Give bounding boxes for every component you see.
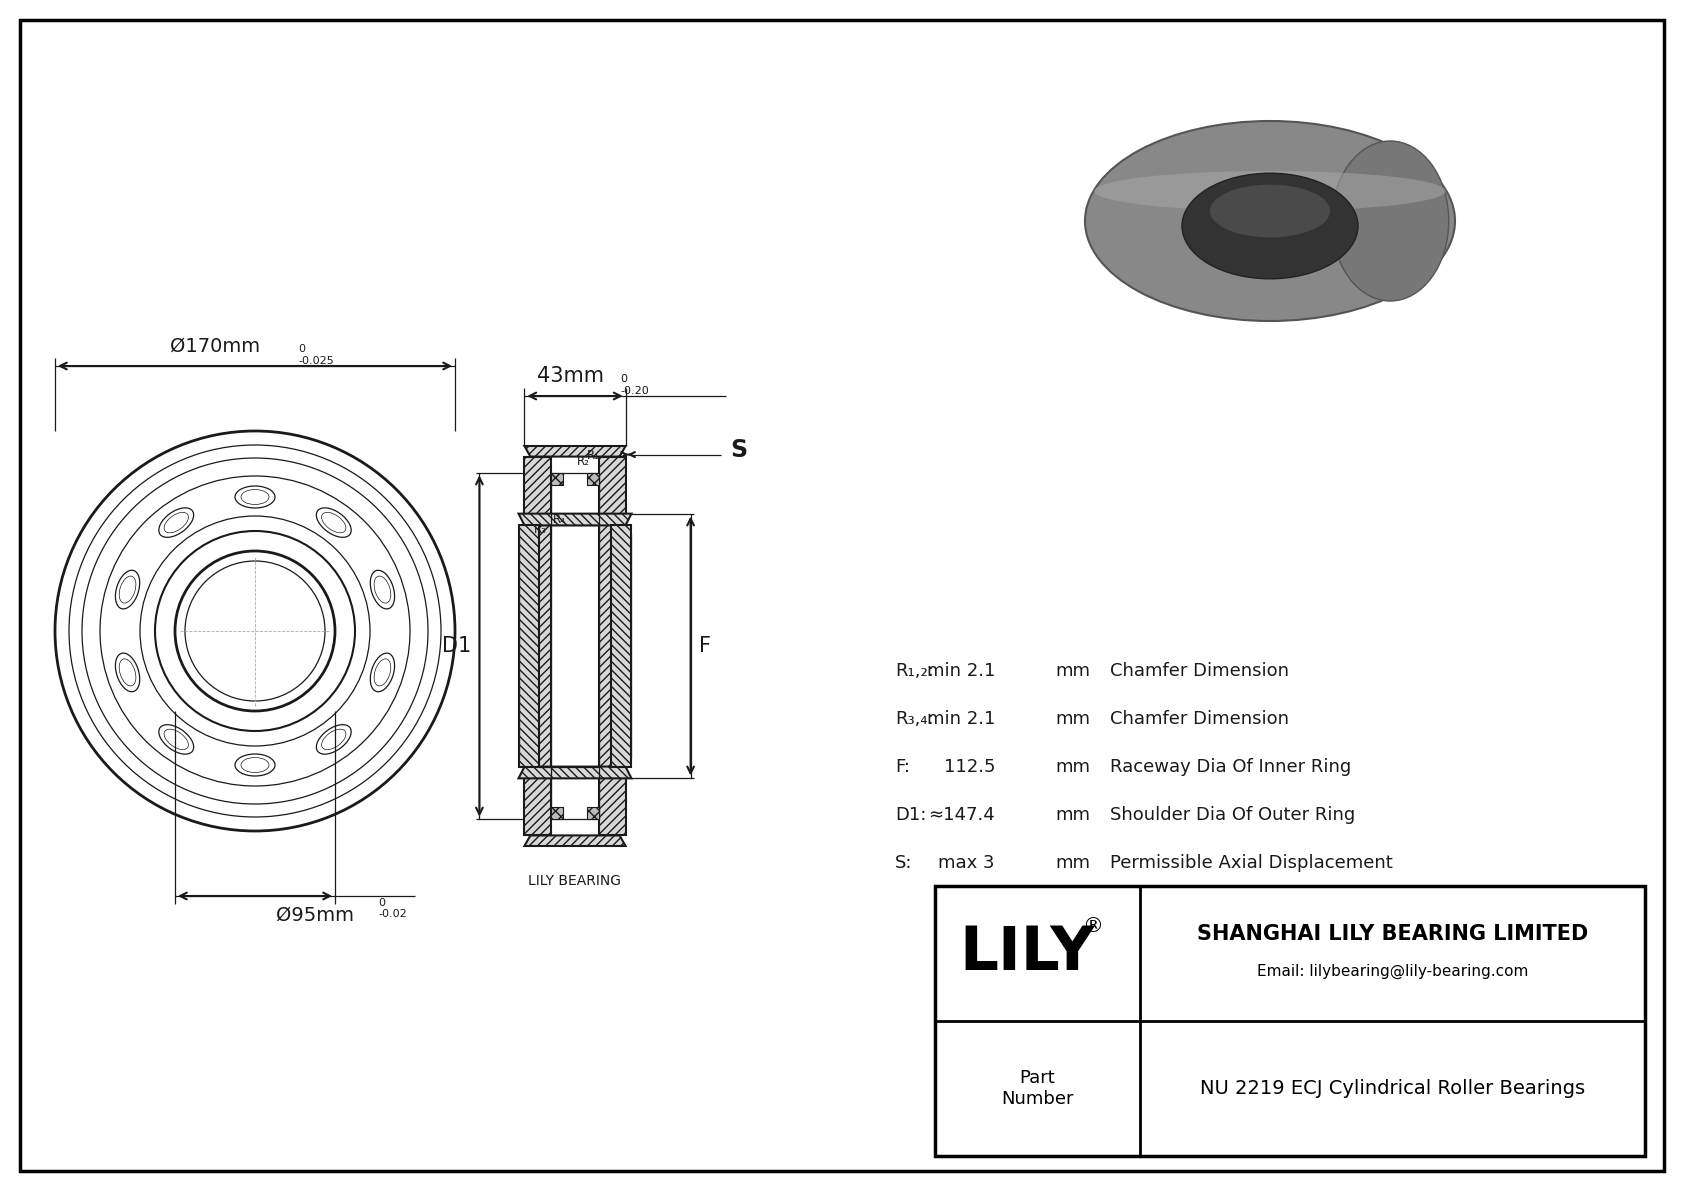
Text: min 2.1: min 2.1 [926, 710, 995, 728]
Polygon shape [524, 445, 625, 456]
Text: S:: S: [894, 854, 913, 872]
Ellipse shape [1095, 126, 1445, 316]
Text: mm: mm [1054, 662, 1090, 680]
Text: Shoulder Dia Of Outer Ring: Shoulder Dia Of Outer Ring [1110, 806, 1356, 824]
Text: NU 2219 ECJ Cylindrical Roller Bearings: NU 2219 ECJ Cylindrical Roller Bearings [1201, 1079, 1585, 1098]
Polygon shape [519, 513, 632, 525]
Ellipse shape [1211, 185, 1330, 237]
Polygon shape [524, 835, 625, 846]
Ellipse shape [1090, 124, 1450, 318]
Bar [935, 886, 1645, 1156]
Text: R₁,₂:: R₁,₂: [894, 662, 935, 680]
Ellipse shape [1332, 141, 1448, 301]
Text: Chamfer Dimension: Chamfer Dimension [1110, 710, 1288, 728]
Text: Raceway Dia Of Inner Ring: Raceway Dia Of Inner Ring [1110, 757, 1351, 777]
Text: LILY BEARING: LILY BEARING [529, 874, 621, 888]
Ellipse shape [1101, 129, 1440, 313]
Text: 0: 0 [298, 344, 305, 354]
Ellipse shape [1093, 125, 1447, 317]
Text: SHANGHAI LILY BEARING LIMITED: SHANGHAI LILY BEARING LIMITED [1197, 923, 1588, 943]
Text: mm: mm [1054, 854, 1090, 872]
Polygon shape [524, 456, 551, 835]
Polygon shape [519, 525, 539, 767]
Text: F: F [699, 636, 711, 656]
Ellipse shape [1086, 121, 1453, 320]
Text: ≈147.4: ≈147.4 [928, 806, 995, 824]
Bar [551, 473, 562, 485]
Ellipse shape [1100, 129, 1442, 314]
Text: mm: mm [1054, 757, 1090, 777]
Ellipse shape [1095, 172, 1447, 211]
Text: D1: D1 [443, 636, 472, 656]
Ellipse shape [1086, 121, 1455, 320]
Text: R₁: R₁ [588, 449, 600, 462]
Ellipse shape [1093, 125, 1447, 317]
Text: R₃: R₃ [534, 523, 547, 536]
Text: ®: ® [1083, 916, 1103, 935]
Bar [588, 473, 600, 485]
Text: D1:: D1: [894, 806, 926, 824]
Ellipse shape [1096, 126, 1445, 316]
Ellipse shape [1182, 173, 1357, 279]
Text: S: S [731, 437, 748, 462]
Ellipse shape [1101, 130, 1438, 312]
Ellipse shape [1090, 123, 1452, 319]
Ellipse shape [1088, 123, 1453, 320]
Text: F:: F: [894, 757, 909, 777]
Text: 0: 0 [377, 898, 386, 908]
Ellipse shape [1088, 123, 1452, 319]
Text: Ø170mm: Ø170mm [170, 337, 259, 356]
Ellipse shape [1191, 177, 1351, 266]
Ellipse shape [1091, 124, 1448, 318]
Ellipse shape [1096, 126, 1443, 316]
Text: max 3: max 3 [938, 854, 995, 872]
Text: R₃,₄:: R₃,₄: [894, 710, 933, 728]
Polygon shape [611, 525, 632, 767]
Text: mm: mm [1054, 806, 1090, 824]
Text: 43mm: 43mm [537, 366, 603, 386]
Text: 0: 0 [620, 374, 626, 384]
Ellipse shape [1084, 121, 1455, 322]
Ellipse shape [1098, 127, 1442, 314]
Ellipse shape [1100, 129, 1440, 313]
Text: Ø95mm: Ø95mm [276, 906, 354, 925]
Ellipse shape [1103, 130, 1436, 312]
Text: R₂: R₂ [578, 455, 589, 468]
Text: 112.5: 112.5 [943, 757, 995, 777]
Text: Email: lilybearing@lily-bearing.com: Email: lilybearing@lily-bearing.com [1256, 964, 1527, 979]
Ellipse shape [1091, 124, 1448, 318]
Text: -0.20: -0.20 [620, 386, 648, 395]
Polygon shape [600, 456, 625, 835]
Text: LILY: LILY [960, 924, 1095, 983]
Text: Part
Number: Part Number [1002, 1070, 1074, 1108]
Text: mm: mm [1054, 710, 1090, 728]
Bar [588, 807, 600, 819]
Text: Permissible Axial Displacement: Permissible Axial Displacement [1110, 854, 1393, 872]
Polygon shape [519, 767, 632, 779]
Text: Chamfer Dimension: Chamfer Dimension [1110, 662, 1288, 680]
Ellipse shape [1098, 127, 1443, 314]
Ellipse shape [1105, 131, 1435, 311]
Text: min 2.1: min 2.1 [926, 662, 995, 680]
Bar [551, 807, 562, 819]
Text: -0.025: -0.025 [298, 356, 333, 366]
Text: -0.02: -0.02 [377, 909, 408, 919]
Text: R₄: R₄ [552, 513, 566, 526]
Ellipse shape [1103, 130, 1438, 312]
